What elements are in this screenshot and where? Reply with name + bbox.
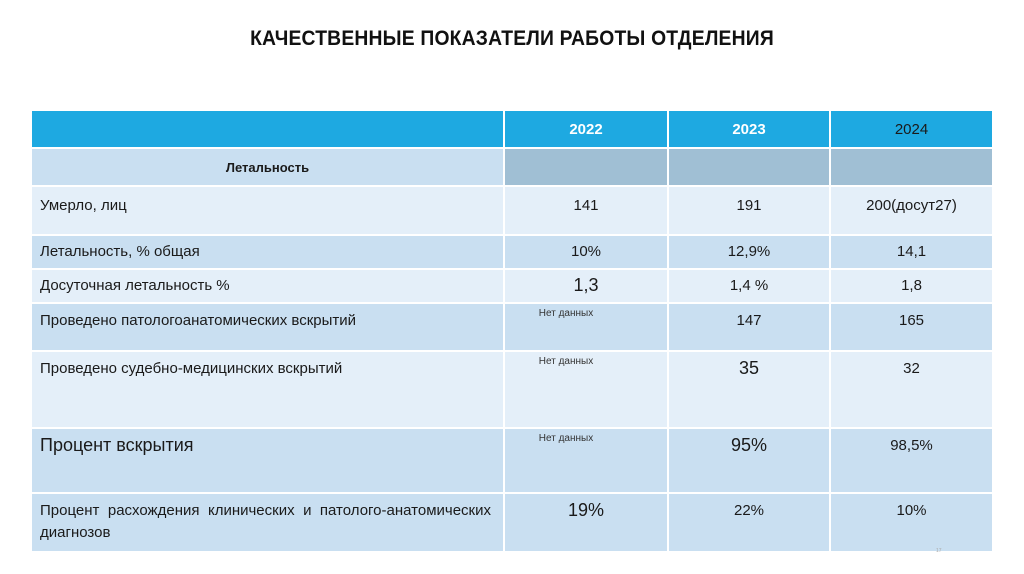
- value-2023: 1,4 %: [669, 270, 829, 302]
- section-empty-2024: [831, 149, 992, 185]
- header-2024: 2024: [831, 111, 992, 147]
- row-label: Летальность, % общая: [32, 236, 503, 268]
- value-2022: 10%: [505, 236, 667, 268]
- table-row: Умерло, лиц 141 191 200(досут27): [32, 187, 992, 234]
- value-2023: 35: [669, 352, 829, 427]
- value-2023: 147: [669, 304, 829, 350]
- header-2023: 2023: [669, 111, 829, 147]
- value-2024: 14,1: [831, 236, 992, 268]
- table-row: Процент расхождения клинических и патоло…: [32, 494, 992, 551]
- value-2024: 1,8: [831, 270, 992, 302]
- value-2024: 200(досут27): [831, 187, 992, 234]
- table-row: Летальность, % общая 10% 12,9% 14,1: [32, 236, 992, 268]
- section-empty-2023: [669, 149, 829, 185]
- section-empty-2022: [505, 149, 667, 185]
- value-2022: Нет данных: [505, 352, 667, 427]
- value-2024: 10%: [831, 494, 992, 551]
- row-label: Умерло, лиц: [32, 187, 503, 234]
- table-row: Проведено патологоанатомических вскрытий…: [32, 304, 992, 350]
- value-2023: 22%: [669, 494, 829, 551]
- table-row: Процент вскрытия Нет данных 95% 98,5%: [32, 429, 992, 492]
- no-data-note: Нет данных: [538, 356, 594, 367]
- row-label: Проведено патологоанатомических вскрытий: [32, 304, 503, 350]
- page-title: КАЧЕСТВЕННЫЕ ПОКАЗАТЕЛИ РАБОТЫ ОТДЕЛЕНИЯ: [250, 27, 774, 50]
- row-label: Проведено судебно-медицинских вскрытий: [32, 352, 503, 427]
- section-row-lethality: Летальность: [32, 149, 992, 185]
- row-label: Процент расхождения клинических и патоло…: [32, 494, 503, 551]
- no-data-note: Нет данных: [538, 433, 594, 444]
- header-empty-cell: [32, 111, 503, 147]
- table-row: Досуточная летальность % 1,3 1,4 % 1,8: [32, 270, 992, 302]
- value-2023: 12,9%: [669, 236, 829, 268]
- row-label: Досуточная летальность %: [32, 270, 503, 302]
- table-row: Проведено судебно-медицинских вскрытий Н…: [32, 352, 992, 427]
- value-2022: Нет данных: [505, 429, 667, 492]
- page-number: 17: [936, 548, 942, 554]
- value-2024: 32: [831, 352, 992, 427]
- header-2022: 2022: [505, 111, 667, 147]
- quality-indicators-table: 2022 2023 2024 Летальность Умерло, лиц 1…: [30, 109, 994, 553]
- value-2022: 19%: [505, 494, 667, 551]
- section-label: Летальность: [32, 149, 503, 185]
- value-2024: 98,5%: [831, 429, 992, 492]
- value-2023: 191: [669, 187, 829, 234]
- value-2023: 95%: [669, 429, 829, 492]
- row-label: Процент вскрытия: [32, 429, 503, 492]
- value-2022: Нет данных: [505, 304, 667, 350]
- value-2022: 1,3: [505, 270, 667, 302]
- no-data-note: Нет данных: [538, 308, 594, 319]
- value-2024: 165: [831, 304, 992, 350]
- table-header-row: 2022 2023 2024: [32, 111, 992, 147]
- value-2022: 141: [505, 187, 667, 234]
